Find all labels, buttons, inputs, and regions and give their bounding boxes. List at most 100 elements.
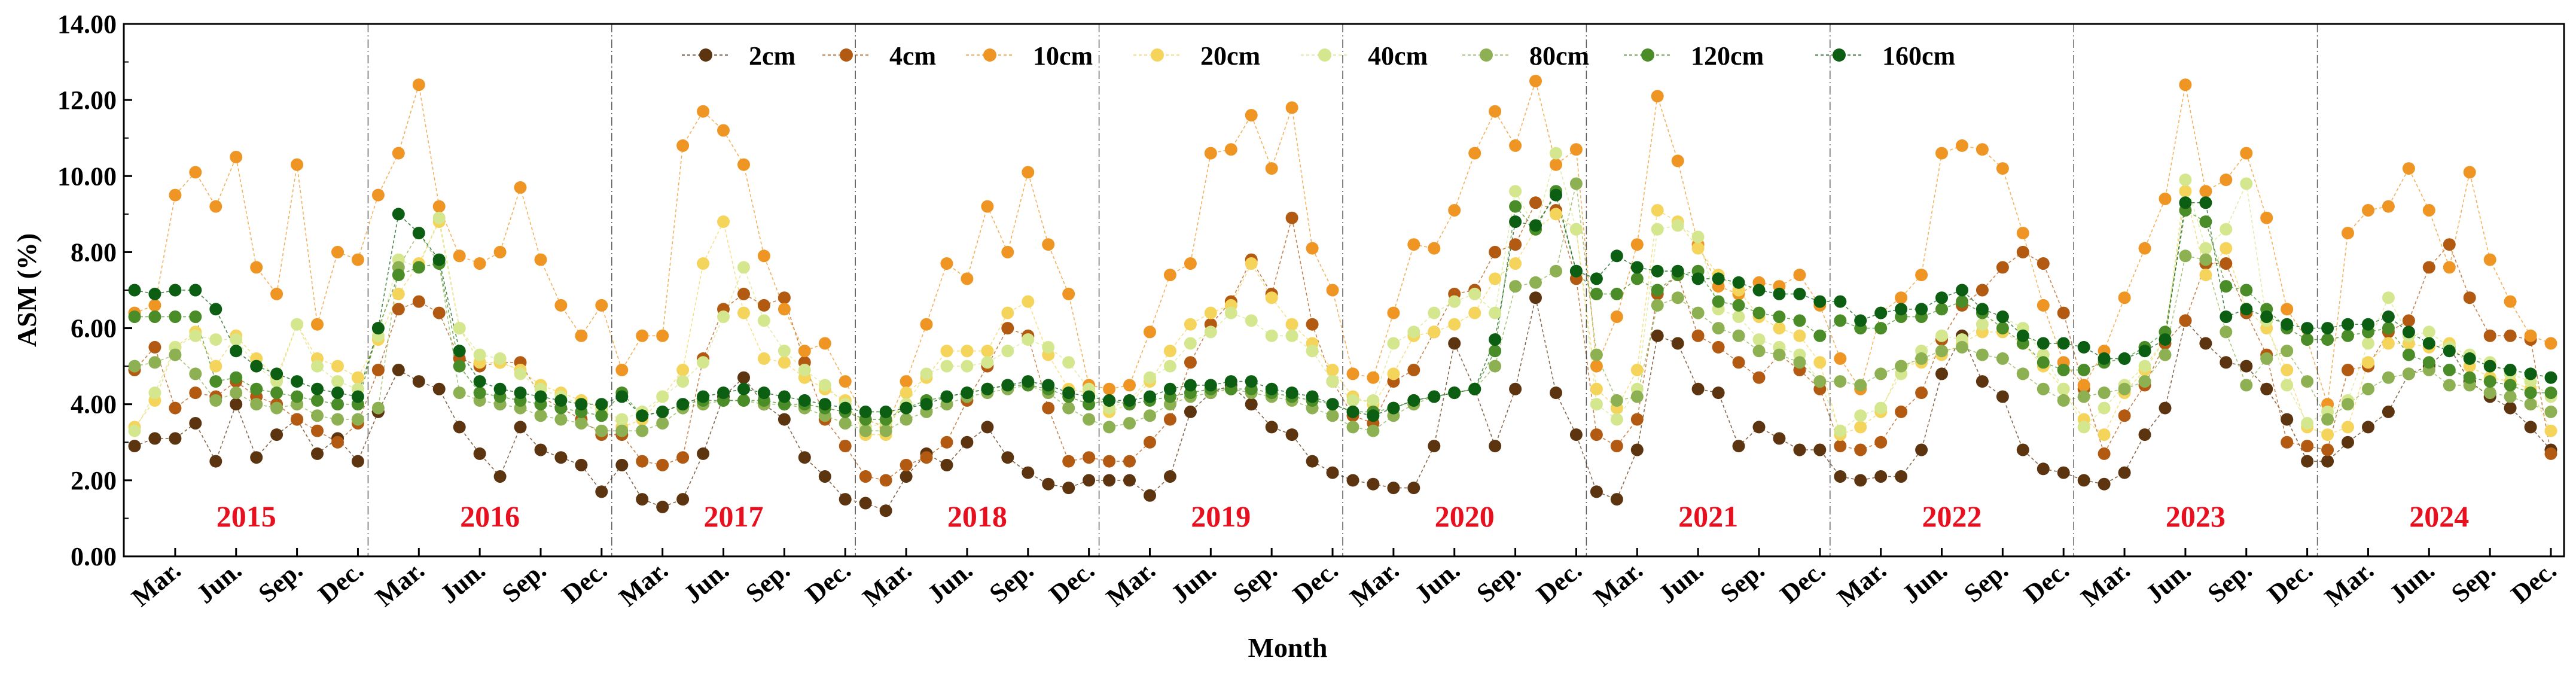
data-point-160cm <box>2179 196 2192 209</box>
data-point-40cm <box>778 345 791 358</box>
year-label: 2024 <box>2409 500 2469 533</box>
data-point-80cm <box>1610 394 1623 407</box>
data-point-160cm <box>717 386 730 400</box>
data-point-4cm <box>2422 261 2435 274</box>
data-point-40cm <box>2362 337 2374 350</box>
data-point-4cm <box>2342 364 2354 376</box>
data-point-160cm <box>554 394 568 407</box>
data-point-80cm <box>1895 360 1908 373</box>
data-point-120cm <box>2037 356 2050 369</box>
legend-label-160cm: 160cm <box>1882 41 1955 71</box>
data-point-10cm <box>757 249 770 263</box>
data-point-160cm <box>1468 382 1481 395</box>
data-point-10cm <box>1224 143 1237 156</box>
data-point-20cm <box>2321 428 2334 441</box>
data-point-2cm <box>737 371 750 384</box>
data-point-160cm <box>2220 310 2233 323</box>
data-point-40cm <box>1265 329 1278 342</box>
data-point-160cm <box>1813 295 1827 308</box>
data-point-2cm <box>2342 436 2354 449</box>
data-point-10cm <box>961 272 974 285</box>
data-point-40cm <box>961 360 974 373</box>
data-point-80cm <box>1529 276 1542 289</box>
data-point-120cm <box>1630 272 1644 285</box>
data-point-160cm <box>1651 264 1664 278</box>
data-point-20cm <box>737 306 750 319</box>
data-point-20cm <box>2199 269 2212 282</box>
data-point-40cm <box>1732 310 1745 323</box>
data-point-160cm <box>1062 386 1075 400</box>
data-point-2cm <box>1042 477 1055 491</box>
data-point-20cm <box>1773 322 1786 335</box>
data-point-40cm <box>920 367 933 380</box>
data-point-2cm <box>128 440 141 453</box>
data-point-2cm <box>1326 466 1339 479</box>
data-point-80cm <box>250 398 263 411</box>
data-point-20cm <box>2179 185 2192 198</box>
data-point-4cm <box>2483 329 2496 342</box>
data-point-80cm <box>209 394 222 407</box>
data-point-4cm <box>1834 440 1847 453</box>
data-point-10cm <box>2240 147 2253 160</box>
data-point-20cm <box>900 386 913 400</box>
data-point-2cm <box>514 421 527 434</box>
data-point-4cm <box>2179 314 2192 327</box>
data-point-10cm <box>1996 162 2009 175</box>
data-point-2cm <box>2138 428 2151 441</box>
data-point-10cm <box>1956 139 1968 152</box>
data-point-40cm <box>2138 360 2151 373</box>
data-point-10cm <box>1915 269 1928 282</box>
data-point-2cm <box>1245 398 1258 411</box>
year-label: 2019 <box>1191 500 1251 533</box>
data-point-40cm <box>1285 329 1298 342</box>
data-point-2cm <box>2118 466 2131 479</box>
data-point-4cm <box>371 364 385 376</box>
data-point-160cm <box>1671 264 1684 278</box>
data-point-2cm <box>1976 375 1989 388</box>
data-point-160cm <box>2199 196 2212 209</box>
data-point-80cm <box>1489 360 1502 373</box>
data-point-10cm <box>250 261 263 274</box>
data-point-40cm <box>1834 424 1847 437</box>
data-point-2cm <box>636 493 649 506</box>
data-point-160cm <box>676 398 690 411</box>
data-point-40cm <box>737 261 750 274</box>
data-point-40cm <box>697 356 710 369</box>
data-point-40cm <box>1062 356 1075 369</box>
data-point-10cm <box>1834 352 1847 365</box>
data-point-160cm <box>1083 390 1096 403</box>
data-point-80cm <box>656 417 669 430</box>
data-point-160cm <box>1509 215 1522 229</box>
data-point-80cm <box>1144 409 1156 422</box>
data-point-160cm <box>1448 386 1461 400</box>
data-point-120cm <box>2301 333 2314 346</box>
data-point-40cm <box>1550 147 1562 160</box>
data-point-4cm <box>1042 401 1055 415</box>
data-point-10cm <box>2382 200 2395 213</box>
data-point-160cm <box>1163 382 1176 395</box>
data-point-10cm <box>2544 337 2557 350</box>
data-point-160cm <box>1326 398 1339 411</box>
data-point-120cm <box>2504 379 2517 392</box>
legend-marker-20cm <box>1151 48 1164 62</box>
data-point-10cm <box>1428 242 1441 255</box>
data-point-10cm <box>940 257 953 270</box>
data-point-120cm <box>1813 329 1827 342</box>
data-point-10cm <box>1042 238 1055 251</box>
data-point-4cm <box>1103 455 1116 468</box>
data-point-160cm <box>2138 345 2151 358</box>
data-point-160cm <box>189 284 202 297</box>
data-point-120cm <box>2240 284 2253 297</box>
data-point-4cm <box>1489 245 1502 258</box>
data-point-160cm <box>1630 261 1644 274</box>
data-point-2cm <box>1712 386 1725 400</box>
data-point-10cm <box>1448 204 1461 217</box>
data-point-160cm <box>514 386 527 400</box>
y-tick-label: 14.00 <box>57 10 117 39</box>
data-point-10cm <box>575 329 588 342</box>
data-point-4cm <box>1630 413 1644 426</box>
data-point-2cm <box>412 375 425 388</box>
data-point-10cm <box>2524 329 2537 342</box>
data-point-4cm <box>1306 318 1319 331</box>
